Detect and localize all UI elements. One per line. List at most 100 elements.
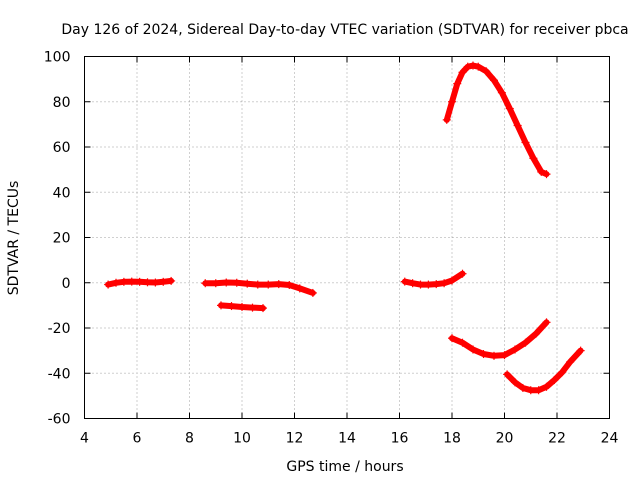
x-tick-label: 10 — [233, 431, 251, 447]
data-point — [238, 302, 246, 311]
x-tick-label: 16 — [391, 431, 409, 447]
data-point — [463, 62, 472, 71]
y-tick-label: -20 — [48, 321, 71, 337]
data-point — [285, 281, 294, 290]
x-tick-label: 24 — [601, 431, 619, 447]
data-point — [542, 382, 551, 391]
x-tick-label: 14 — [338, 431, 356, 447]
data-point — [440, 279, 449, 288]
data-point — [458, 269, 467, 278]
y-tick-label: -60 — [48, 412, 71, 428]
data-point — [511, 378, 519, 387]
x-tick-label: 4 — [80, 431, 89, 447]
data-point — [505, 104, 514, 113]
chart-title: Day 126 of 2024, Sidereal Day-to-day VTE… — [61, 22, 628, 38]
x-tick-label: 18 — [443, 431, 461, 447]
y-axis-label: SDTVAR / TECUs — [6, 181, 22, 296]
data-point — [511, 345, 519, 354]
data-point — [274, 280, 283, 289]
data-point — [448, 334, 456, 343]
data-point — [566, 357, 575, 366]
data-point — [308, 288, 317, 297]
data-point — [408, 279, 417, 288]
data-point — [232, 278, 241, 287]
y-tick-label: 80 — [53, 95, 71, 111]
data-point — [469, 345, 477, 354]
series-arc-4 — [400, 269, 467, 289]
tick-labels: 4 6 8 10 12 14 16 18 20 22 24 -60 -40 -20 0 20 40 60 80 100 — [44, 50, 619, 447]
data-point — [112, 278, 120, 287]
series-arc-3 — [217, 301, 267, 313]
data-point — [558, 368, 567, 377]
series-arc-6 — [448, 318, 551, 360]
data-point — [259, 304, 267, 313]
data-point — [469, 61, 477, 70]
y-tick-label: 60 — [53, 140, 71, 156]
series-line — [443, 62, 550, 178]
data-point — [227, 302, 236, 311]
data-point — [453, 79, 462, 88]
data-point — [532, 329, 540, 338]
data-point — [167, 276, 176, 285]
data-point — [400, 277, 409, 286]
x-axis-label: GPS time / hours — [286, 459, 403, 475]
data-series — [104, 61, 585, 395]
data-point — [513, 121, 522, 130]
y-tick-label: 0 — [62, 276, 71, 292]
data-point — [550, 376, 559, 385]
data-point — [497, 88, 506, 97]
series-arc-2 — [201, 278, 317, 297]
data-point — [521, 338, 530, 347]
data-point — [159, 277, 168, 286]
data-point — [135, 277, 144, 286]
data-point — [201, 279, 210, 288]
x-tick-label: 6 — [133, 431, 142, 447]
data-point — [264, 280, 273, 289]
data-point — [529, 154, 538, 163]
data-point — [119, 277, 128, 286]
series-line — [504, 347, 584, 394]
data-point — [474, 62, 483, 71]
data-point — [503, 370, 512, 379]
data-point — [222, 278, 231, 287]
series-arc-1 — [104, 276, 176, 289]
x-tick-label: 8 — [185, 431, 194, 447]
data-point — [143, 278, 152, 287]
plot-frame — [84, 56, 610, 419]
data-point — [217, 301, 225, 310]
data-point — [490, 351, 498, 360]
data-point — [458, 68, 467, 77]
series-arc-5 — [442, 61, 551, 179]
data-point — [458, 338, 467, 347]
x-tick-label: 12 — [286, 431, 304, 447]
data-point — [537, 167, 546, 176]
data-point — [127, 277, 136, 286]
data-point — [253, 280, 262, 289]
data-point — [490, 76, 498, 85]
data-point — [542, 318, 551, 327]
y-tick-label: 100 — [44, 50, 71, 66]
data-point — [526, 386, 535, 395]
data-point — [243, 279, 252, 288]
x-tick-label: 22 — [548, 431, 566, 447]
data-point — [534, 386, 543, 395]
data-point — [482, 67, 491, 76]
data-point — [448, 276, 456, 285]
series-line — [449, 319, 550, 359]
data-point — [151, 278, 160, 287]
y-tick-label: 20 — [53, 231, 71, 247]
data-point — [576, 346, 585, 355]
series-arc-7 — [503, 346, 585, 395]
data-point — [211, 279, 220, 288]
y-tick-label: -40 — [48, 366, 71, 382]
data-point — [104, 280, 113, 289]
data-point — [416, 280, 425, 289]
y-tick-label: 40 — [53, 185, 71, 201]
data-point — [424, 280, 433, 289]
data-point — [442, 115, 451, 124]
data-point — [295, 284, 304, 293]
data-point — [479, 350, 488, 359]
grid — [84, 56, 610, 419]
data-point — [521, 138, 530, 147]
